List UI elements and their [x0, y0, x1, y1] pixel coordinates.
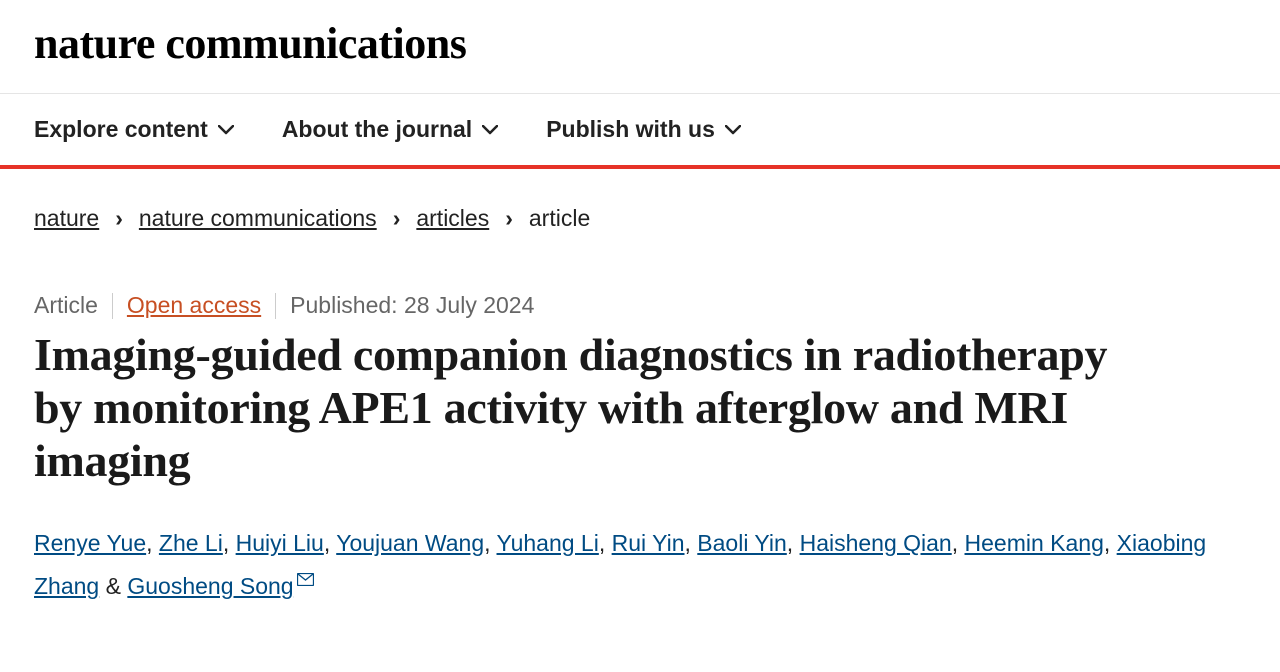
meta-divider — [275, 293, 276, 319]
chevron-down-icon — [725, 125, 741, 135]
article-type-label: Article — [34, 292, 98, 319]
primary-nav-wrapper: Explore content About the journal Publis… — [0, 93, 1280, 169]
breadcrumb-nature[interactable]: nature — [34, 205, 99, 232]
breadcrumb: nature › nature communications › article… — [34, 205, 1246, 232]
author-link[interactable]: Baoli Yin — [697, 530, 787, 556]
mail-icon[interactable] — [297, 573, 314, 586]
open-access-link[interactable]: Open access — [127, 292, 261, 319]
nav-item-label: About the journal — [282, 116, 472, 143]
meta-divider — [112, 293, 113, 319]
authors-list: Renye Yue, Zhe Li, Huiyi Liu, Youjuan Wa… — [34, 522, 1246, 609]
author-link[interactable]: Yuhang Li — [497, 530, 599, 556]
author-link[interactable]: Youjuan Wang — [336, 530, 484, 556]
breadcrumb-separator: › — [115, 205, 123, 232]
author-link[interactable]: Renye Yue — [34, 530, 146, 556]
article-title: Imaging-guided companion diagnostics in … — [34, 329, 1154, 488]
corresponding-author-link[interactable]: Guosheng Song — [127, 573, 293, 599]
breadcrumb-separator: › — [505, 205, 513, 232]
chevron-down-icon — [218, 125, 234, 135]
chevron-down-icon — [482, 125, 498, 135]
author-link[interactable]: Heemin Kang — [965, 530, 1104, 556]
nav-explore-content[interactable]: Explore content — [34, 116, 234, 143]
nav-about-journal[interactable]: About the journal — [282, 116, 498, 143]
authors-last-separator: & — [99, 573, 127, 599]
nav-item-label: Publish with us — [546, 116, 715, 143]
journal-logo-text[interactable]: nature communications — [34, 19, 466, 68]
breadcrumb-journal[interactable]: nature communications — [139, 205, 377, 232]
breadcrumb-separator: › — [393, 205, 401, 232]
article-meta-line: Article Open access Published: 28 July 2… — [34, 292, 1246, 319]
article-content: nature › nature communications › article… — [0, 169, 1280, 609]
header-logo: nature communications — [0, 0, 1280, 93]
nav-publish-with-us[interactable]: Publish with us — [546, 116, 741, 143]
primary-nav: Explore content About the journal Publis… — [0, 94, 1280, 165]
author-link[interactable]: Zhe Li — [159, 530, 223, 556]
author-link[interactable]: Huiyi Liu — [236, 530, 324, 556]
author-link[interactable]: Haisheng Qian — [800, 530, 952, 556]
breadcrumb-articles[interactable]: articles — [416, 205, 489, 232]
nav-item-label: Explore content — [34, 116, 208, 143]
author-link[interactable]: Rui Yin — [612, 530, 685, 556]
published-date: Published: 28 July 2024 — [290, 292, 534, 319]
breadcrumb-current: article — [529, 205, 590, 232]
